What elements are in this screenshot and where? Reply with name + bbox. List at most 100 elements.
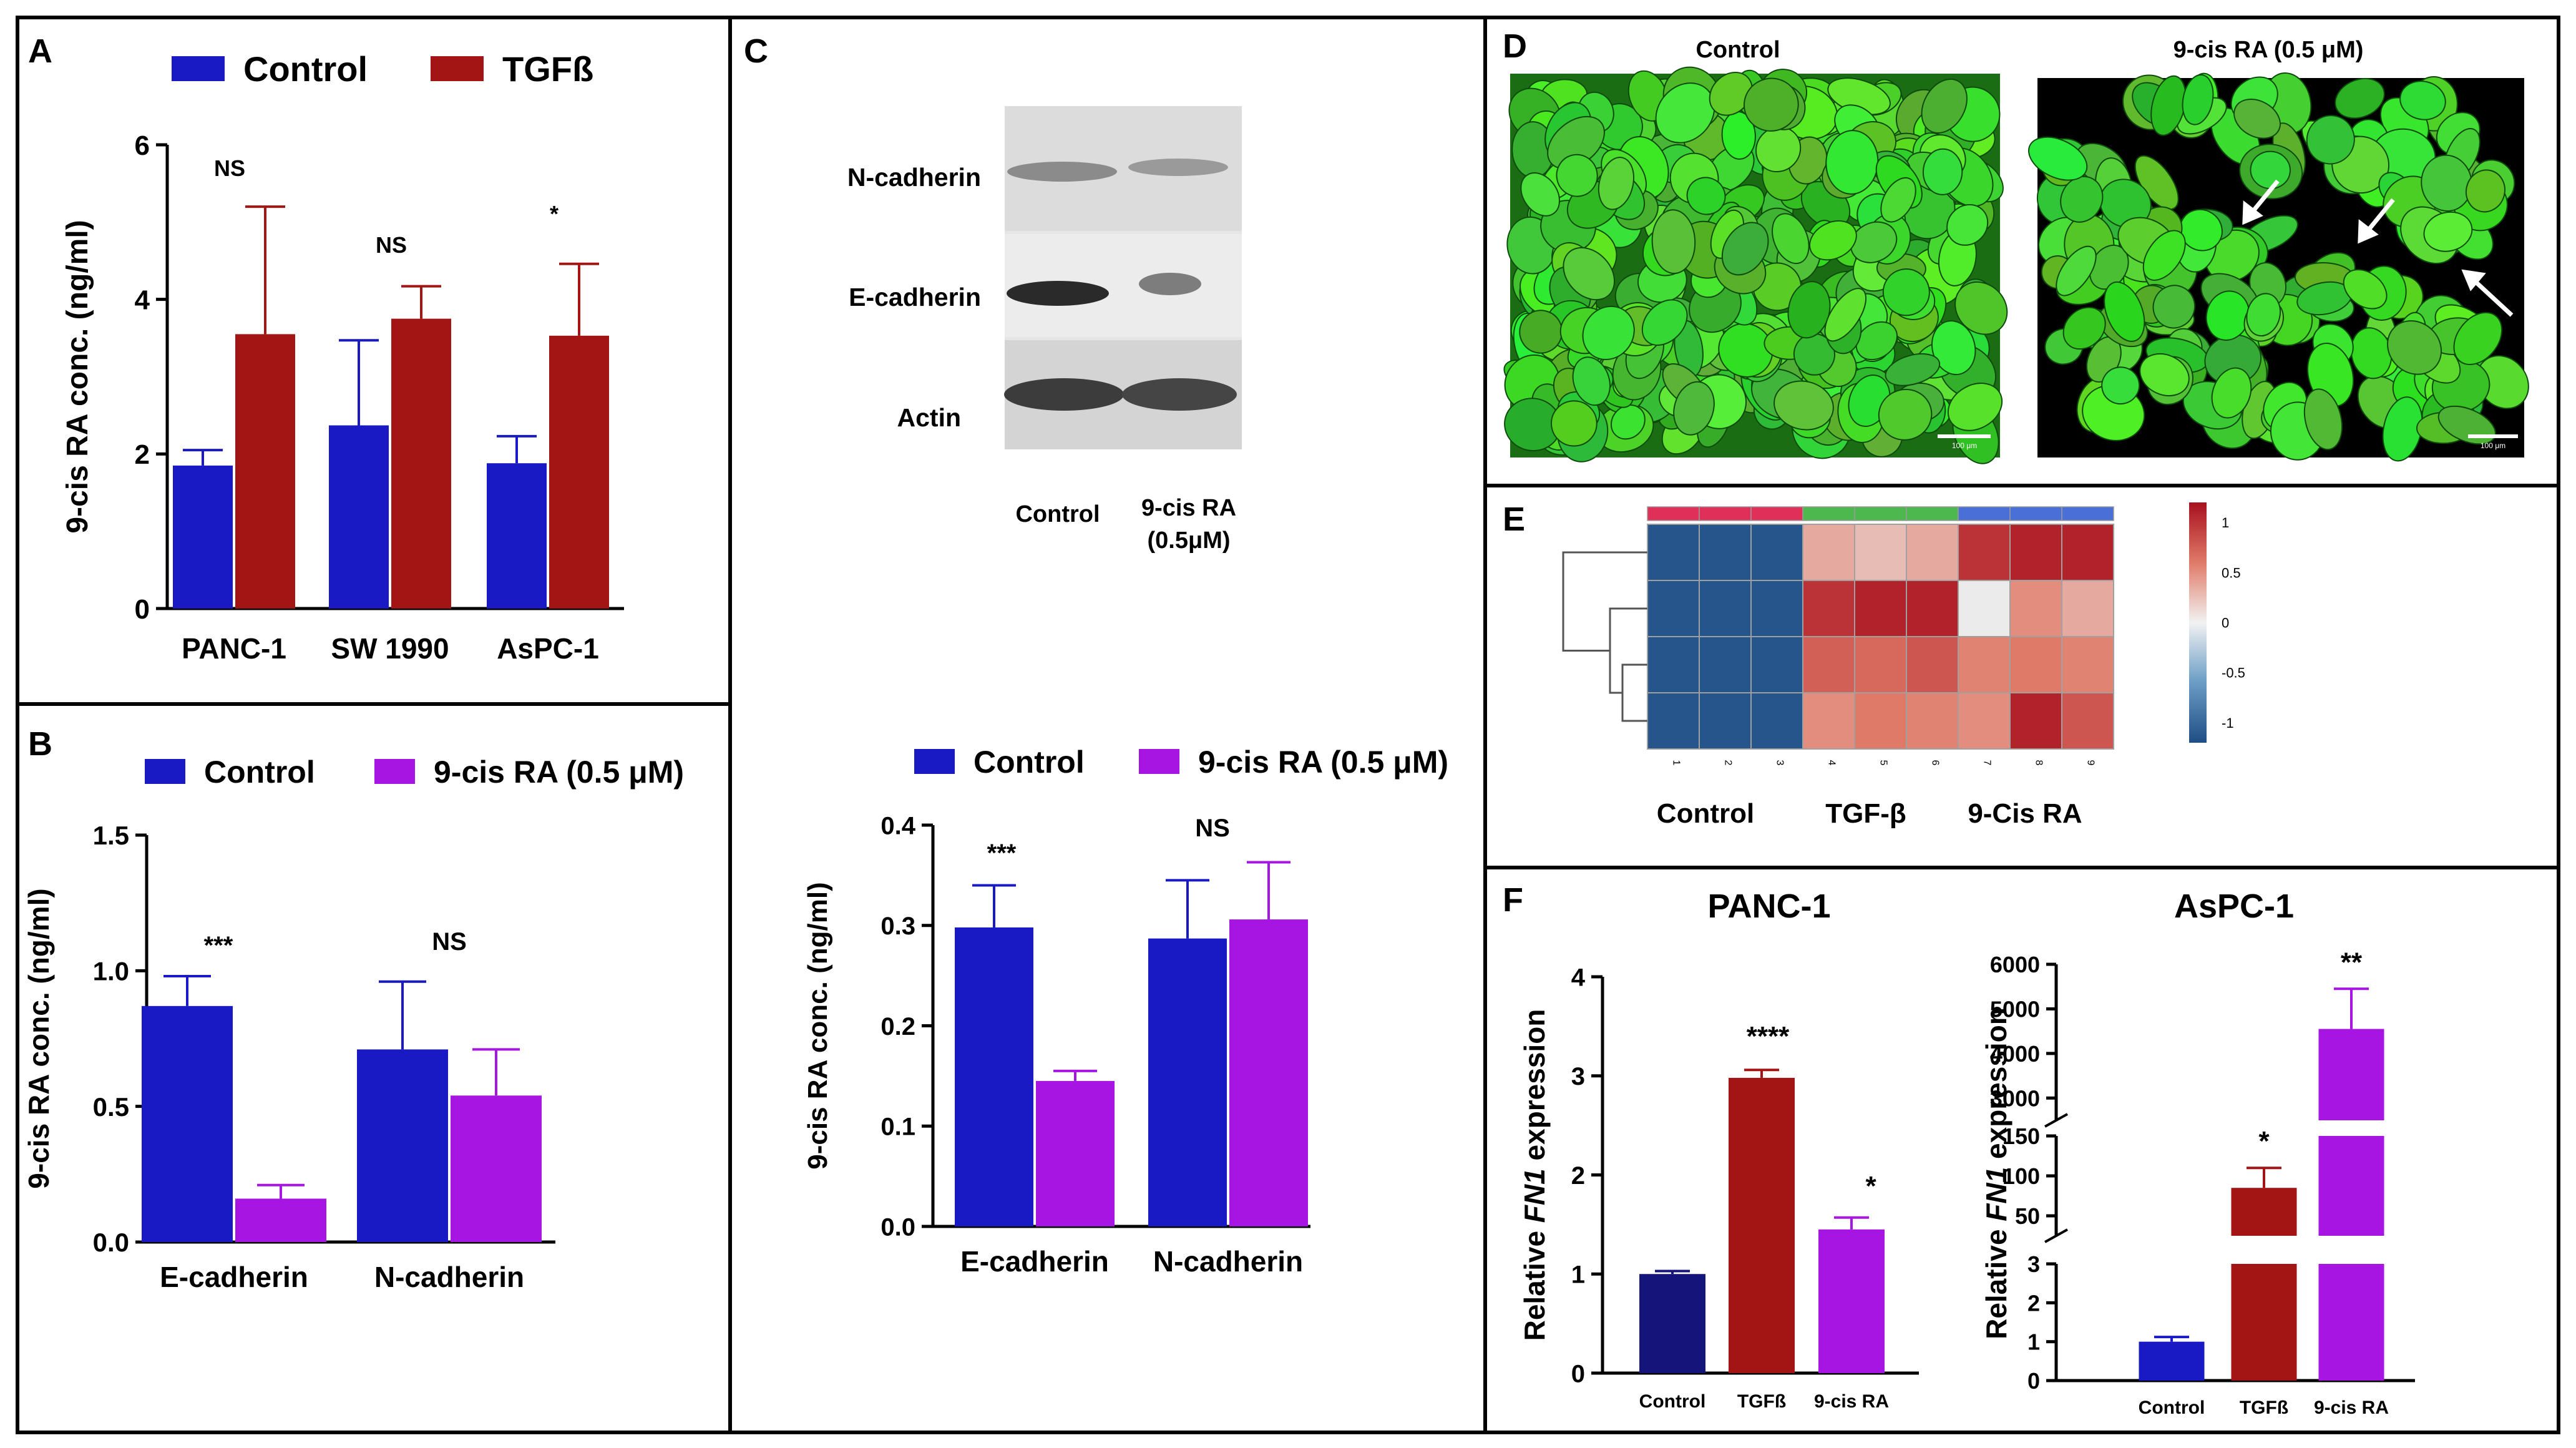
heatmap-group-bar (1958, 506, 2011, 521)
y-axis-label: Relative FN1 expression (1980, 1007, 2012, 1339)
scalebar-left-bar (1938, 434, 1991, 438)
cell (2423, 211, 2473, 252)
heatmap-color-legend (2189, 502, 2207, 743)
chart-title: AsPC-1 (2174, 888, 2294, 925)
heatmap-cell (1854, 636, 1907, 693)
significance-label: * (2258, 1126, 2270, 1157)
significance-label: * (550, 201, 559, 227)
heatmap-group-label: Control (1657, 798, 1754, 829)
cell (2387, 320, 2442, 375)
axis-break-mark (2044, 1113, 2068, 1128)
chart-title: PANC-1 (1707, 888, 1830, 925)
panel-letter-a: A (28, 32, 52, 70)
heatmap-cell (1854, 580, 1907, 637)
heatmap-legend-tick: -0.5 (2222, 665, 2245, 681)
blot-label-ecadherin: E-cadherin (849, 283, 981, 311)
cell (2211, 367, 2252, 419)
panel-letter-b: B (28, 725, 52, 763)
heatmap-cell (1958, 524, 2011, 581)
y-tick-label: 5000 (1990, 996, 2040, 1022)
cell (2060, 175, 2104, 223)
cell (1673, 381, 1715, 436)
heatmap-cell (1699, 692, 1752, 750)
x-tick-label: TGFß (1737, 1391, 1786, 1412)
y-tick-label: 0.3 (881, 912, 915, 940)
y-tick-label: 1.5 (93, 821, 129, 850)
cell (1718, 323, 1773, 378)
heatmap-cell (1958, 692, 2011, 750)
cell (1824, 288, 1867, 342)
blot-lane-ra: 9-cis RA (1141, 495, 1236, 521)
bar (329, 425, 389, 609)
heatmap-group-bar (1750, 506, 1803, 521)
cell (1773, 380, 1834, 431)
legend-label: Control (243, 49, 368, 89)
cell (2399, 81, 2446, 120)
bar (391, 318, 451, 609)
heatmap-cell (2009, 524, 2062, 581)
blot-lane-control: Control (1015, 501, 1100, 527)
y-tick-label: 50 (2015, 1203, 2040, 1229)
legend-swatch (145, 759, 185, 784)
y-tick-label: 4 (135, 285, 150, 316)
y-tick-label: 3 (2027, 1251, 2040, 1277)
x-tick-label: PANC-1 (182, 632, 286, 665)
fluorescence-images: Control 9-cis RA (0.5 μM) 100 μm 100 μm (1503, 37, 2529, 464)
chart-panel-f-aspc1: 0 1 2 3 50 100 150 3000 4000 5000 6000 Control TGFß *… (1980, 888, 2415, 1418)
significance-label: **** (1747, 1021, 1790, 1052)
cell (2250, 150, 2291, 190)
bar (1229, 919, 1308, 1226)
heatmap-cell (1699, 524, 1752, 581)
cell (2101, 366, 2140, 405)
y-axis-label: 9-cis RA conc. (ng/ml) (22, 888, 55, 1188)
heatmap-panel-e: 1 2 3 4 5 6 7 8 9 Control TGF-β 9-Cis RA 1 0.5 0 -0.5 -1 (1562, 502, 2245, 829)
cell (1551, 400, 1598, 447)
x-tick-label: TGFß (2240, 1397, 2288, 1418)
image-label-control: Control (1695, 37, 1780, 63)
cell (2303, 388, 2343, 451)
scalebar-left: 100 μm (1938, 434, 1991, 450)
cell (1954, 281, 2008, 335)
cell (1655, 82, 1715, 144)
x-tick-label: 9-cis RA (2314, 1397, 2389, 1418)
cell (1641, 299, 1688, 346)
bar (1639, 1274, 1705, 1373)
heatmap-legend-tick: -1 (2222, 715, 2234, 731)
scalebar-right-bar (2468, 434, 2518, 438)
y-tick-label: 2 (1571, 1162, 1585, 1190)
heatmap-cell (1647, 636, 1700, 693)
cell (1880, 177, 1916, 223)
cell (2027, 136, 2088, 181)
cell (1850, 221, 1898, 263)
bar (955, 927, 1033, 1226)
y-tick-label: 6 (135, 130, 150, 161)
heatmap-group-bar (1699, 506, 1752, 521)
heatmap-cell (1958, 636, 2011, 693)
cell (1572, 356, 1611, 406)
cell (1946, 203, 1989, 246)
scalebar-right-label: 100 μm (2481, 441, 2505, 450)
significance-label: NS (376, 232, 407, 258)
bar-segment (2231, 1188, 2297, 1236)
cell (1809, 220, 1857, 261)
cell (1922, 148, 1963, 195)
bar (451, 1095, 542, 1242)
chart-panel-c: 0.0 0.1 0.2 0.3 0.4 9-cis RA conc. (ng/ml) E-c… (803, 745, 1448, 1278)
panel-letter-f: F (1503, 881, 1523, 919)
chart-panel-b: 0.0 0.5 1.0 1.5 9-cis RA conc. (ng/ml) E-cadh… (22, 755, 684, 1293)
cell (2246, 293, 2281, 337)
western-blot: N-cadherin E-cadherin Actin Control 9-ci… (847, 106, 1242, 554)
heatmap-cell (1750, 580, 1803, 637)
significance-label: *** (204, 932, 233, 959)
heatmap-cell (2009, 580, 2062, 637)
cell (1931, 320, 1976, 376)
y-tick-label: 3 (1571, 1063, 1585, 1090)
heatmap-cell (1699, 636, 1752, 693)
panel-f-frame (1483, 866, 2560, 1434)
y-tick-label: 6000 (1990, 952, 2040, 977)
arrow-1-head (2242, 200, 2263, 225)
heatmap-cell (1958, 580, 2011, 637)
legend-swatch (172, 56, 225, 81)
bar (235, 1198, 326, 1242)
bar (487, 463, 547, 609)
